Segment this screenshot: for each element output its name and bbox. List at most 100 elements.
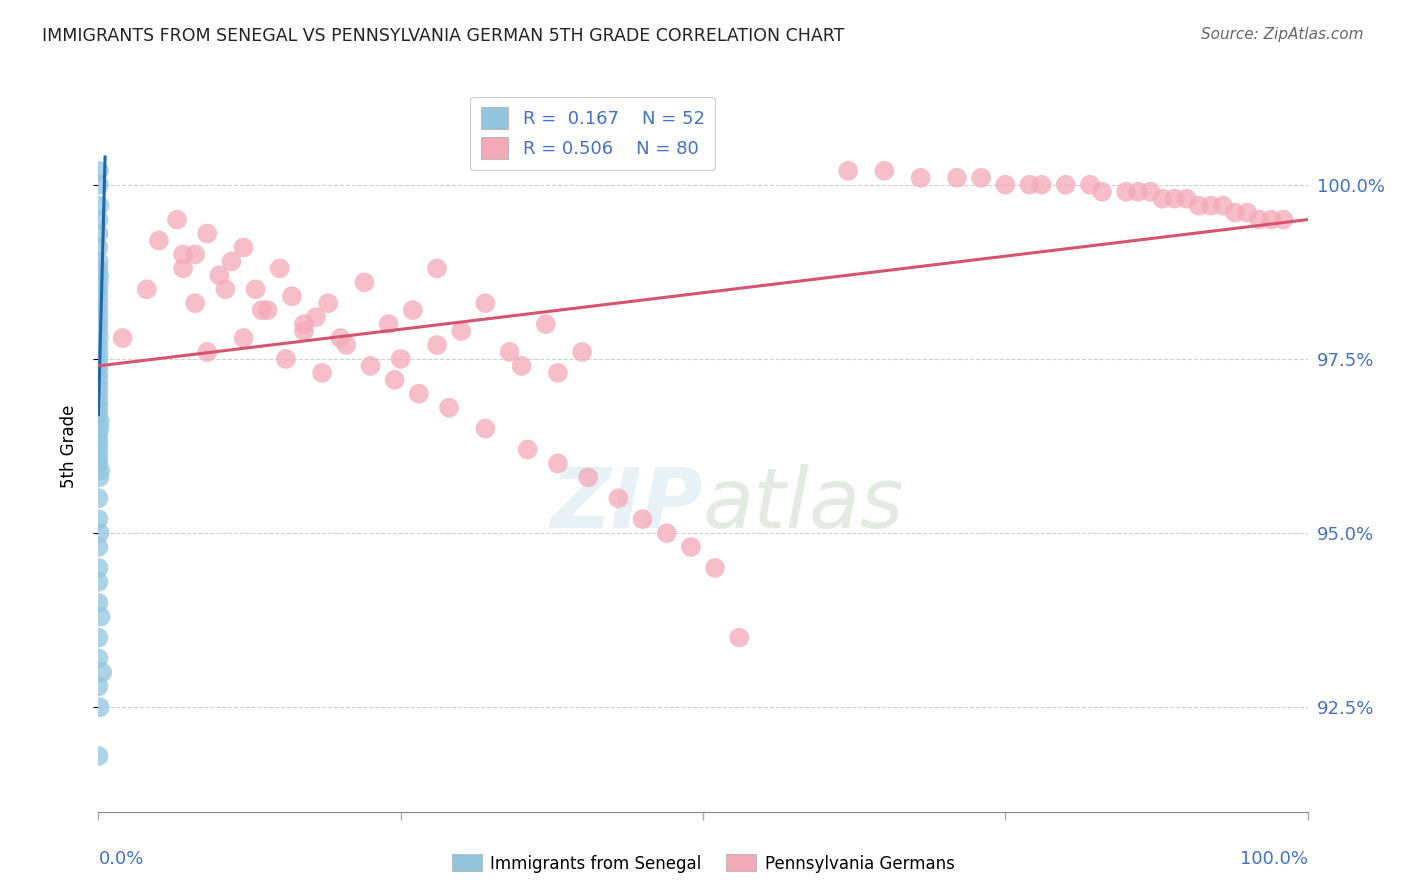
Point — [135, 282, 157, 296]
Point — [679, 540, 702, 554]
Point — [87, 450, 110, 464]
Point — [631, 512, 654, 526]
Point — [90, 609, 112, 624]
Point — [87, 227, 110, 241]
Point — [148, 234, 170, 248]
Point — [534, 317, 557, 331]
Point — [184, 296, 207, 310]
Point — [910, 170, 932, 185]
Point — [87, 631, 110, 645]
Point — [305, 310, 328, 325]
Point — [1199, 199, 1222, 213]
Point — [1175, 192, 1198, 206]
Point — [274, 351, 297, 366]
Point — [89, 421, 111, 435]
Point — [1272, 212, 1295, 227]
Point — [547, 457, 569, 471]
Text: ZIP: ZIP — [550, 464, 703, 545]
Point — [1249, 212, 1271, 227]
Point — [87, 428, 110, 442]
Point — [1078, 178, 1101, 192]
Point — [1091, 185, 1114, 199]
Point — [87, 289, 110, 303]
Point — [389, 351, 412, 366]
Point — [1223, 205, 1246, 219]
Point — [89, 268, 111, 283]
Point — [87, 491, 110, 506]
Point — [87, 380, 110, 394]
Point — [87, 261, 110, 276]
Point — [87, 254, 110, 268]
Legend: R =  0.167    N = 52, R = 0.506    N = 80: R = 0.167 N = 52, R = 0.506 N = 80 — [470, 96, 716, 169]
Point — [1128, 185, 1150, 199]
Point — [384, 373, 406, 387]
Point — [91, 665, 114, 680]
Point — [1163, 192, 1185, 206]
Point — [269, 261, 291, 276]
Point — [87, 540, 110, 554]
Point — [728, 631, 751, 645]
Point — [87, 651, 110, 665]
Point — [87, 408, 110, 422]
Point — [89, 700, 111, 714]
Point — [195, 345, 218, 359]
Point — [1018, 178, 1040, 192]
Point — [87, 442, 110, 457]
Point — [87, 240, 110, 254]
Point — [87, 296, 110, 310]
Point — [547, 366, 569, 380]
Point — [1188, 199, 1211, 213]
Point — [281, 289, 304, 303]
Point — [87, 457, 110, 471]
Point — [1115, 185, 1137, 199]
Point — [498, 345, 520, 359]
Text: Source: ZipAtlas.com: Source: ZipAtlas.com — [1201, 27, 1364, 42]
Point — [311, 366, 333, 380]
Point — [221, 254, 243, 268]
Text: IMMIGRANTS FROM SENEGAL VS PENNSYLVANIA GERMAN 5TH GRADE CORRELATION CHART: IMMIGRANTS FROM SENEGAL VS PENNSYLVANIA … — [42, 27, 845, 45]
Point — [474, 296, 496, 310]
Point — [87, 512, 110, 526]
Point — [837, 164, 859, 178]
Point — [426, 261, 449, 276]
Point — [87, 282, 110, 296]
Text: 0.0%: 0.0% — [98, 850, 143, 868]
Point — [516, 442, 538, 457]
Point — [402, 303, 425, 318]
Point — [87, 275, 110, 289]
Point — [87, 351, 110, 366]
Point — [87, 178, 110, 192]
Point — [172, 261, 194, 276]
Point — [87, 373, 110, 387]
Point — [377, 317, 399, 331]
Point — [89, 526, 111, 541]
Point — [172, 247, 194, 261]
Point — [353, 275, 375, 289]
Point — [704, 561, 727, 575]
Point — [232, 240, 254, 254]
Point — [360, 359, 382, 373]
Point — [87, 574, 110, 589]
Point — [87, 561, 110, 575]
Point — [576, 470, 599, 484]
Point — [946, 170, 969, 185]
Text: atlas: atlas — [703, 464, 904, 545]
Point — [232, 331, 254, 345]
Point — [1212, 199, 1234, 213]
Point — [571, 345, 593, 359]
Point — [87, 435, 110, 450]
Point — [87, 303, 110, 318]
Point — [250, 303, 273, 318]
Point — [89, 470, 111, 484]
Point — [873, 164, 896, 178]
Point — [87, 401, 110, 415]
Point — [87, 596, 110, 610]
Point — [1236, 205, 1258, 219]
Point — [655, 526, 678, 541]
Point — [87, 386, 110, 401]
Y-axis label: 5th Grade: 5th Grade — [59, 404, 77, 488]
Point — [245, 282, 267, 296]
Point — [89, 199, 111, 213]
Point — [335, 338, 357, 352]
Point — [994, 178, 1017, 192]
